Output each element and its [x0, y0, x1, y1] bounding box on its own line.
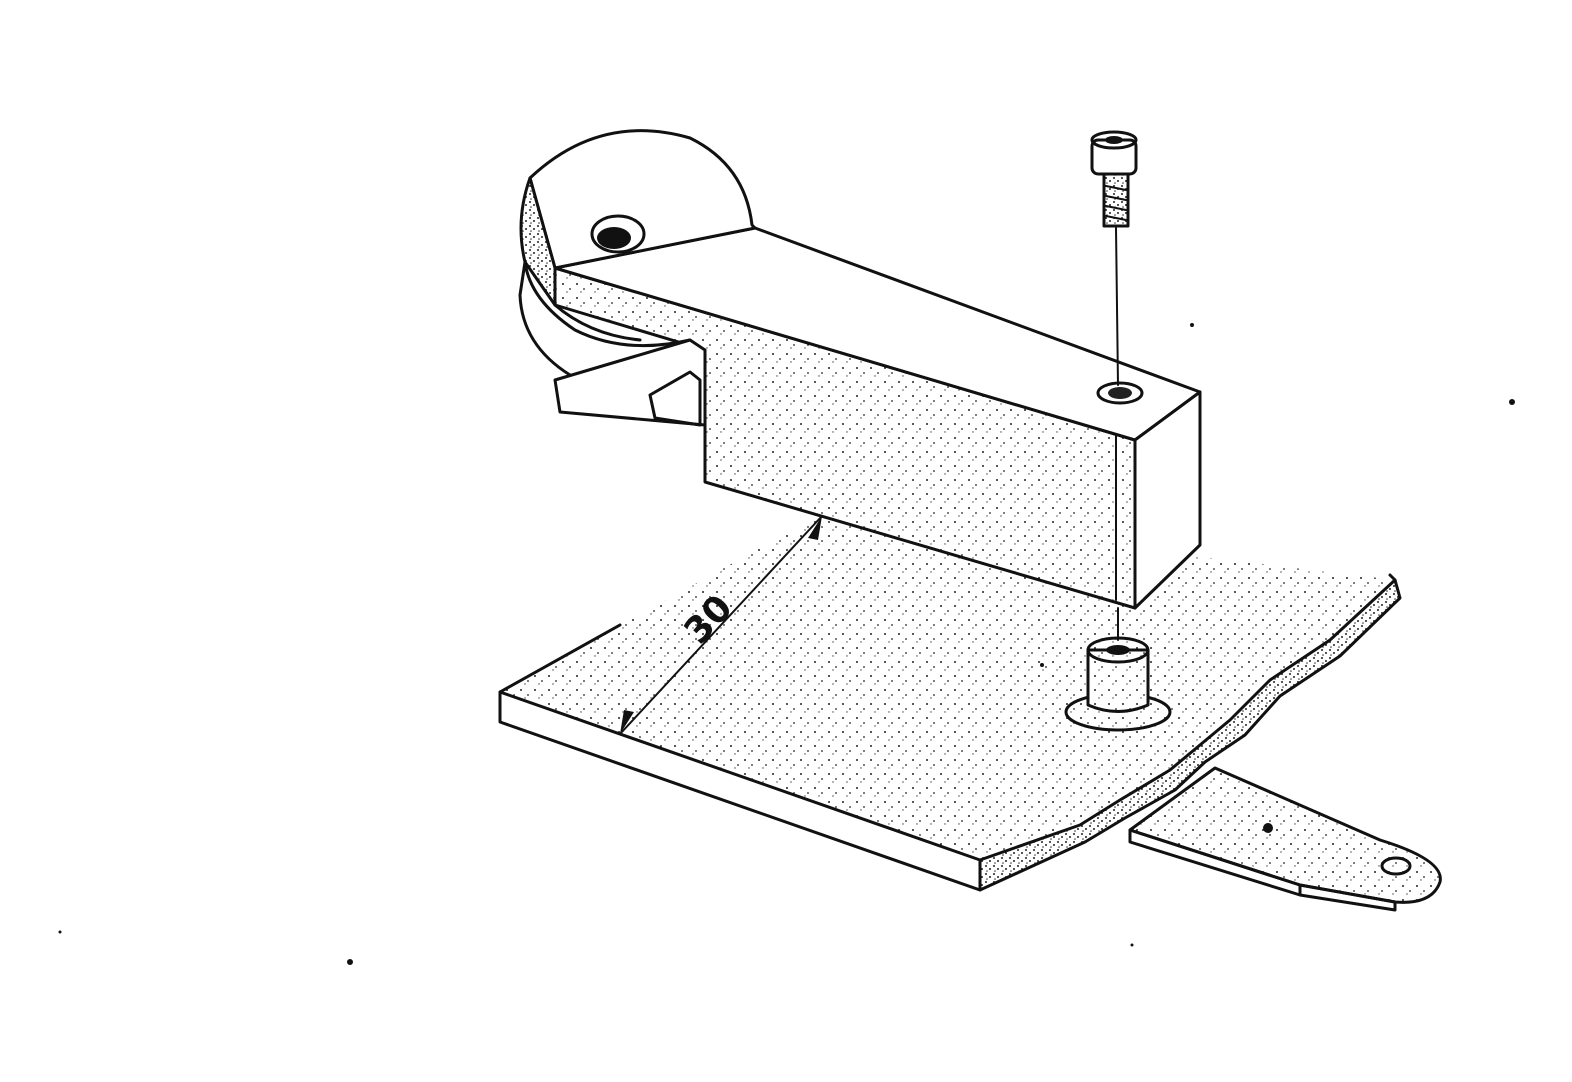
bushing-body: [1086, 648, 1150, 713]
bracket-head-top: [528, 129, 757, 270]
bracket-bar-end-face: [1133, 390, 1202, 610]
screw: [1090, 130, 1138, 386]
mounting-tab-hole: [1380, 856, 1412, 876]
bracket-socket-hole: [590, 214, 646, 254]
mounting-tab: [1128, 766, 1442, 912]
screw-assembly-line: [1115, 227, 1119, 386]
base-plate: [498, 512, 1402, 892]
base-plate-torn-edge: [978, 578, 1402, 892]
dimension-arrow-bottom: [620, 710, 634, 734]
base-plate-top-surface: [500, 512, 1395, 860]
dimension-line: [619, 515, 823, 735]
mounting-tab-body: [1128, 766, 1442, 904]
spacer-bushing: [1064, 607, 1172, 732]
bracket-notch-block: [553, 338, 707, 427]
dimension-arrow-top: [808, 516, 822, 540]
bracket-notch-shade: [648, 370, 702, 427]
mounting-bracket: [518, 129, 1202, 610]
bracket-screw-hole: [1096, 381, 1144, 405]
scan-specks: [58, 323, 1515, 965]
